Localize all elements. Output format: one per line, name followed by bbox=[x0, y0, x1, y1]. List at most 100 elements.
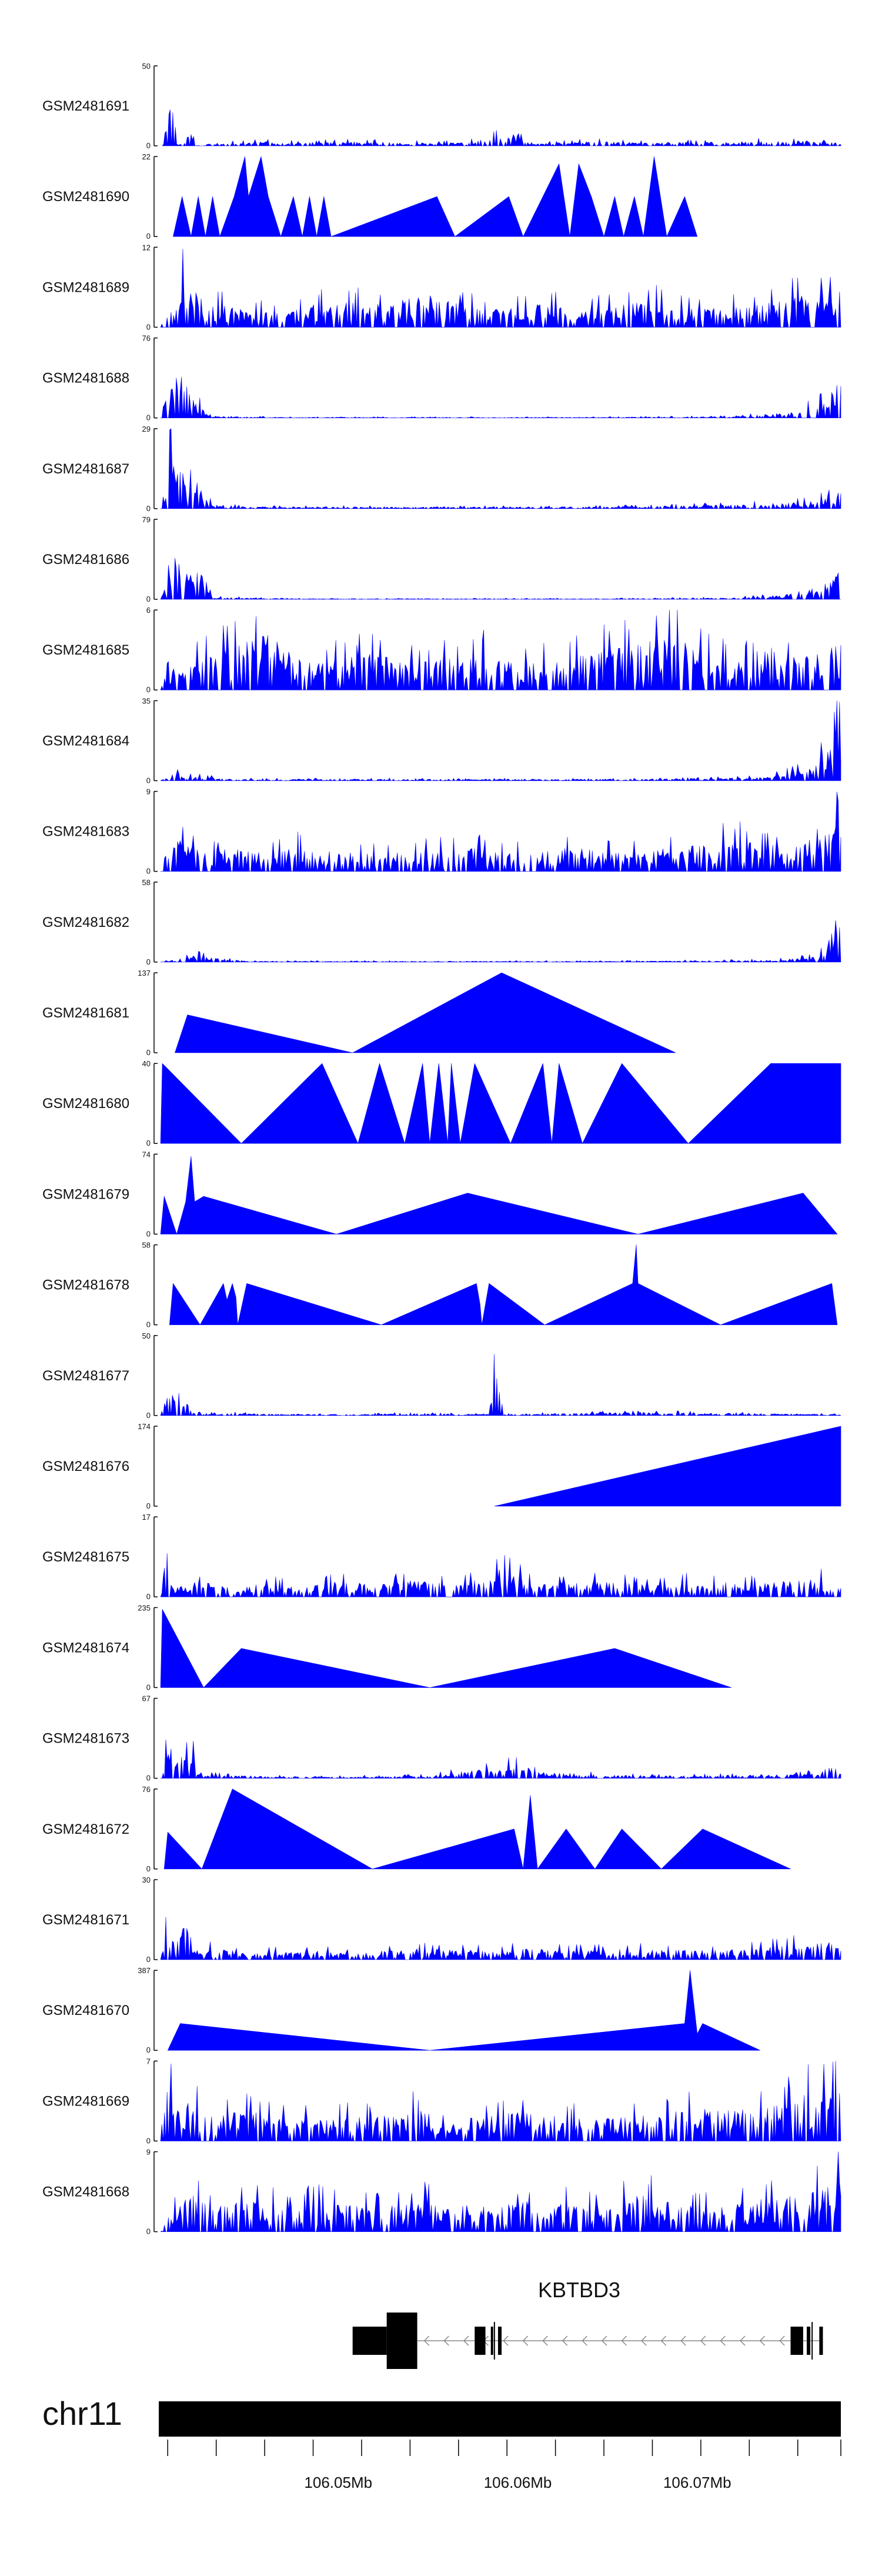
track-GSM2481690: GSM2481690 22 0 bbox=[42, 152, 698, 241]
genomic-axis: 106.05Mb 106.06Mb 106.07Mb bbox=[167, 2440, 841, 2491]
track-label: GSM2481668 bbox=[42, 2184, 129, 2200]
track-GSM2481686: GSM2481686 79 0 bbox=[42, 515, 841, 603]
y-axis-max-label: 7 bbox=[146, 2057, 151, 2066]
y-axis-min-label: 0 bbox=[146, 232, 151, 241]
y-axis-min-label: 0 bbox=[146, 685, 151, 694]
y-axis-min-label: 0 bbox=[146, 504, 151, 513]
signal-area bbox=[160, 376, 841, 418]
track-label: GSM2481670 bbox=[42, 2003, 129, 2018]
signal-area bbox=[494, 1426, 841, 1507]
y-axis-min-label: 0 bbox=[146, 776, 151, 785]
track-GSM2481683: GSM2481683 9 0 bbox=[42, 788, 841, 876]
track-label: GSM2481669 bbox=[42, 2093, 129, 2109]
strand-chevron bbox=[720, 2335, 726, 2346]
x-axis-label: 106.07Mb bbox=[663, 2474, 731, 2491]
exon bbox=[790, 2327, 803, 2355]
y-axis-max-label: 40 bbox=[142, 1059, 151, 1068]
strand-chevron bbox=[443, 2335, 449, 2346]
y-axis-max-label: 174 bbox=[138, 1422, 151, 1431]
y-axis-max-label: 17 bbox=[142, 1513, 151, 1521]
x-axis-label: 106.05Mb bbox=[304, 2474, 372, 2491]
y-axis-min-label: 0 bbox=[146, 595, 151, 603]
y-axis-min-label: 0 bbox=[146, 1683, 151, 1691]
y-axis-max-label: 50 bbox=[142, 1332, 151, 1340]
y-axis-min-label: 0 bbox=[146, 957, 151, 966]
signal-area bbox=[160, 558, 841, 600]
strand-chevron bbox=[582, 2335, 587, 2346]
signal-area bbox=[175, 972, 676, 1053]
track-label: GSM2481691 bbox=[42, 98, 129, 114]
track-GSM2481687: GSM2481687 29 0 bbox=[42, 425, 841, 513]
track-label: GSM2481677 bbox=[42, 1368, 129, 1384]
y-axis-max-label: 79 bbox=[142, 515, 151, 524]
signal-area bbox=[160, 1063, 841, 1144]
track-label: GSM2481690 bbox=[42, 189, 129, 205]
strand-chevron bbox=[601, 2335, 607, 2346]
y-axis-min-label: 0 bbox=[146, 1955, 151, 1964]
track-GSM2481672: GSM2481672 76 0 bbox=[42, 1785, 791, 1873]
track-label: GSM2481679 bbox=[42, 1186, 129, 1202]
y-axis-min-label: 0 bbox=[146, 1774, 151, 1783]
track-label: GSM2481671 bbox=[42, 1912, 129, 1928]
track-GSM2481675: GSM2481675 17 0 bbox=[42, 1513, 841, 1601]
track-label: GSM2481676 bbox=[42, 1459, 129, 1474]
track-label: GSM2481687 bbox=[42, 461, 129, 477]
strand-chevron bbox=[562, 2335, 568, 2346]
signal-area bbox=[162, 109, 841, 146]
strand-chevron bbox=[542, 2335, 548, 2346]
track-label: GSM2481681 bbox=[42, 1005, 129, 1021]
track-GSM2481685: GSM2481685 6 0 bbox=[42, 606, 841, 694]
y-axis-min-label: 0 bbox=[146, 1864, 151, 1873]
y-axis-min-label: 0 bbox=[146, 1048, 151, 1057]
exon bbox=[475, 2327, 486, 2355]
strand-chevron bbox=[463, 2335, 469, 2346]
signal-area bbox=[160, 609, 841, 690]
y-axis-max-label: 12 bbox=[142, 243, 151, 252]
strand-chevron bbox=[680, 2335, 686, 2346]
y-axis-max-label: 58 bbox=[142, 1241, 151, 1250]
track-label: GSM2481688 bbox=[42, 371, 129, 386]
track-label: GSM2481686 bbox=[42, 552, 129, 568]
strand-chevron bbox=[423, 2335, 430, 2346]
y-axis-min-label: 0 bbox=[146, 413, 151, 422]
exon bbox=[819, 2327, 823, 2355]
signal-area bbox=[160, 920, 841, 963]
exon bbox=[497, 2327, 502, 2355]
signal-area bbox=[160, 428, 841, 509]
y-axis-min-label: 0 bbox=[146, 867, 151, 876]
track-label: GSM2481684 bbox=[42, 733, 129, 749]
chromosome-label: chr11 bbox=[42, 2395, 122, 2432]
strand-chevron bbox=[779, 2335, 785, 2346]
track-label: GSM2481675 bbox=[42, 1549, 129, 1565]
strand-chevron bbox=[503, 2335, 509, 2346]
strand-chevron bbox=[700, 2335, 706, 2346]
y-axis-max-label: 58 bbox=[142, 878, 151, 887]
signal-area bbox=[160, 1553, 841, 1597]
signal-area bbox=[160, 249, 841, 328]
y-axis-min-label: 0 bbox=[146, 2046, 151, 2054]
strand-chevron bbox=[759, 2335, 766, 2346]
track-GSM2481679: GSM2481679 74 0 bbox=[42, 1150, 838, 1238]
signal-area bbox=[160, 2061, 841, 2141]
gene-annotation-track: KBTBD3 bbox=[352, 2278, 823, 2369]
signal-area bbox=[160, 1609, 732, 1688]
track-GSM2481673: GSM2481673 67 0 bbox=[42, 1694, 841, 1783]
y-axis-min-label: 0 bbox=[146, 1411, 151, 1420]
track-label: GSM2481672 bbox=[42, 1821, 129, 1837]
y-axis-min-label: 0 bbox=[146, 1501, 151, 1510]
track-label: GSM2481680 bbox=[42, 1096, 129, 1112]
track-GSM2481669: GSM2481669 7 0 bbox=[42, 2057, 841, 2145]
exon bbox=[807, 2327, 811, 2355]
strand-chevron bbox=[739, 2335, 746, 2346]
y-axis-max-label: 29 bbox=[142, 425, 151, 433]
y-axis-max-label: 9 bbox=[146, 2148, 151, 2157]
y-axis-max-label: 22 bbox=[142, 152, 151, 161]
track-label: GSM2481683 bbox=[42, 824, 129, 840]
track-GSM2481680: GSM2481680 40 0 bbox=[42, 1059, 841, 1147]
track-GSM2481684: GSM2481684 35 0 bbox=[42, 696, 841, 785]
track-GSM2481681: GSM2481681 137 0 bbox=[42, 969, 676, 1057]
y-axis-max-label: 235 bbox=[138, 1603, 151, 1612]
signal-area bbox=[160, 792, 841, 872]
track-GSM2481678: GSM2481678 58 0 bbox=[42, 1241, 838, 1329]
